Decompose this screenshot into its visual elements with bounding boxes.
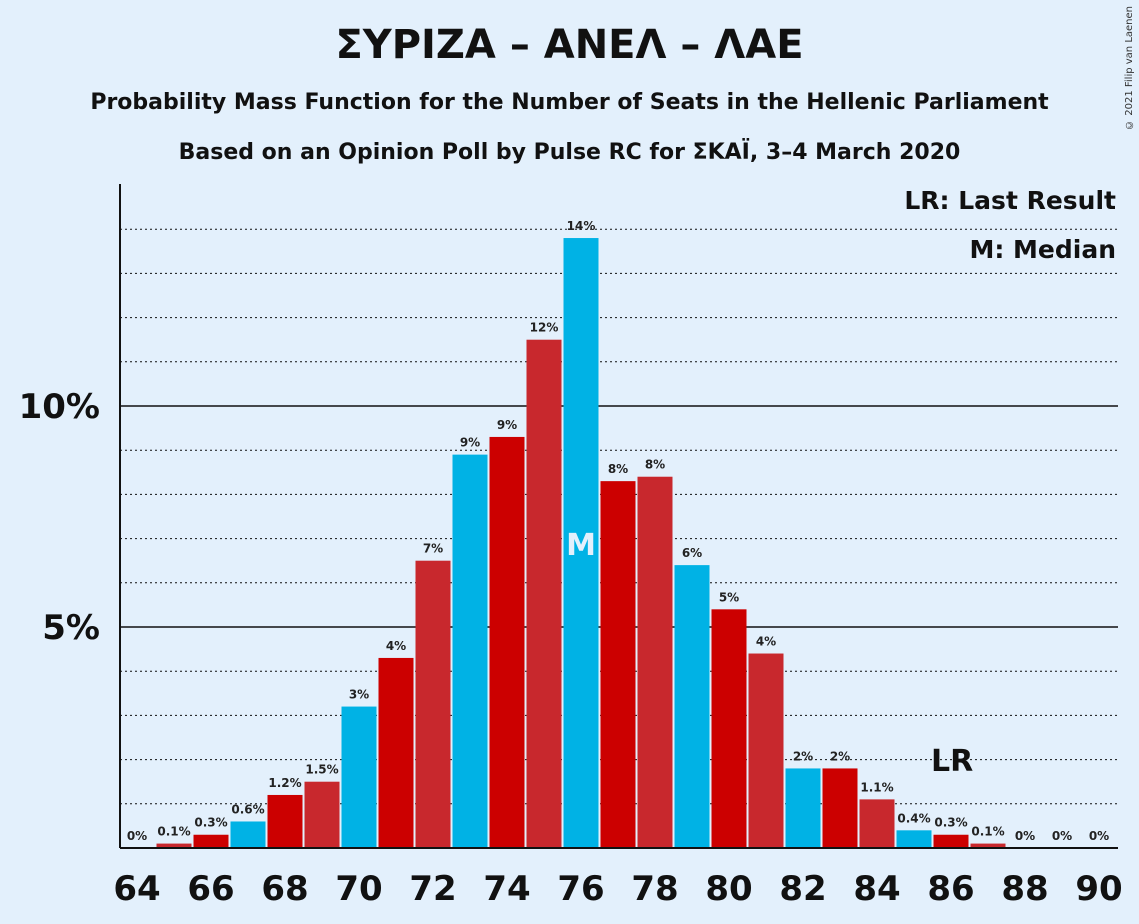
x-tick-label: 70 [335, 869, 382, 909]
data-label-79: 6% [682, 546, 702, 560]
x-tick-label: 64 [113, 869, 160, 909]
data-label-80: 5% [719, 590, 739, 604]
bar-seat-77 [601, 481, 636, 848]
bar-seat-72 [416, 561, 451, 848]
bar-seat-70 [342, 707, 377, 848]
data-label-73: 9% [460, 436, 480, 450]
bar-seat-67 [231, 821, 266, 848]
bar-seat-66 [194, 835, 229, 848]
data-label-74: 9% [497, 418, 517, 432]
data-label-66: 0.3% [194, 816, 227, 830]
x-tick-label: 76 [557, 869, 604, 909]
data-label-84: 1.1% [860, 780, 893, 794]
bar-seat-83 [823, 768, 858, 848]
x-tick-label: 72 [409, 869, 456, 909]
data-label-68: 1.2% [268, 776, 301, 790]
bar-seat-71 [379, 658, 414, 848]
bar-seat-79 [675, 565, 710, 848]
data-label-81: 4% [756, 635, 776, 649]
data-label-77: 8% [608, 462, 628, 476]
x-tick-label: 74 [483, 869, 530, 909]
data-label-67: 0.6% [231, 802, 264, 816]
bar-seat-74 [490, 437, 525, 848]
y-tick-label: 5% [42, 608, 100, 648]
median-marker: M [566, 528, 596, 563]
x-tick-label: 90 [1075, 869, 1122, 909]
data-label-78: 8% [645, 458, 665, 472]
bar-seat-85 [897, 830, 932, 848]
x-tick-label: 82 [779, 869, 826, 909]
data-label-71: 4% [386, 639, 406, 653]
y-tick-label: 10% [19, 387, 100, 427]
x-tick-label: 68 [261, 869, 308, 909]
data-label-65: 0.1% [157, 825, 190, 839]
bar-seat-81 [749, 654, 784, 848]
data-label-85: 0.4% [897, 811, 930, 825]
data-label-88: 0% [1015, 829, 1035, 843]
x-tick-label: 80 [705, 869, 752, 909]
bar-seat-73 [453, 455, 488, 848]
data-label-69: 1.5% [305, 763, 338, 777]
bar-seat-75 [527, 340, 562, 848]
bar-seat-68 [268, 795, 303, 848]
data-label-89: 0% [1052, 829, 1072, 843]
data-label-70: 3% [349, 688, 369, 702]
x-tick-label: 84 [853, 869, 900, 909]
data-label-86: 0.3% [934, 816, 967, 830]
data-label-75: 12% [530, 321, 559, 335]
bar-seat-84 [860, 799, 895, 848]
data-label-76: 14% [567, 219, 596, 233]
bar-seat-69 [305, 782, 340, 848]
data-label-72: 7% [423, 542, 443, 556]
data-label-82: 2% [793, 749, 813, 763]
last-result-marker: LR [931, 744, 973, 779]
x-tick-label: 88 [1001, 869, 1048, 909]
bar-seat-86 [934, 835, 969, 848]
x-tick-label: 66 [187, 869, 234, 909]
data-label-83: 2% [830, 749, 850, 763]
bar-seat-82 [786, 768, 821, 848]
data-label-64: 0% [127, 829, 147, 843]
bar-seat-78 [638, 477, 673, 848]
x-tick-label: 86 [927, 869, 974, 909]
bar-seat-80 [712, 609, 747, 848]
legend-last-result: LR: Last Result [904, 186, 1116, 215]
x-tick-label: 78 [631, 869, 678, 909]
data-label-87: 0.1% [971, 825, 1004, 839]
data-label-90: 0% [1089, 829, 1109, 843]
legend-median: M: Median [969, 235, 1116, 264]
